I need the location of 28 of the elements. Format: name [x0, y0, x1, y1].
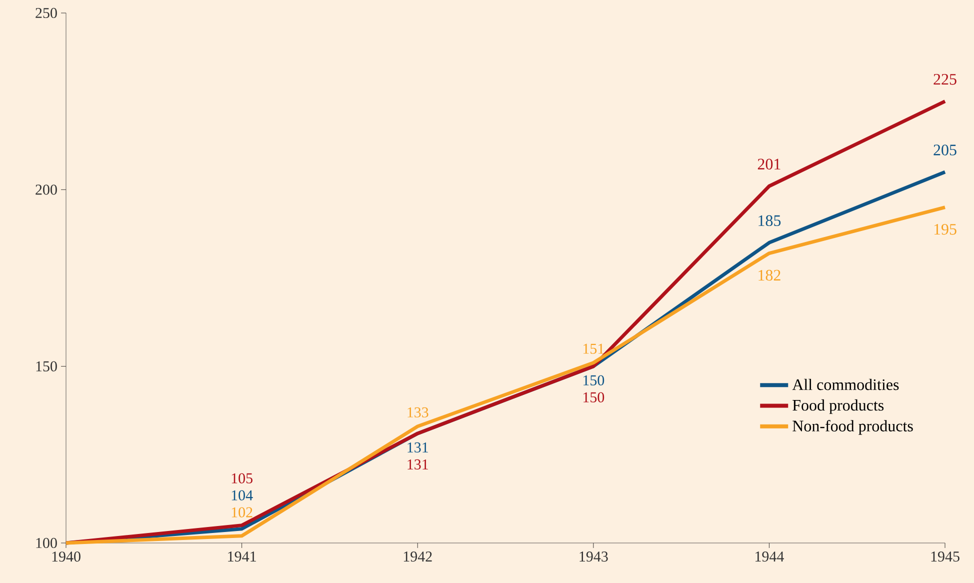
data-label: 205 — [934, 144, 956, 156]
data-label: 102 — [232, 507, 252, 518]
data-label: 131 — [408, 459, 428, 470]
data-label: 195 — [934, 224, 956, 235]
data-label: 182 — [758, 270, 780, 281]
data-label: 150 — [583, 392, 604, 402]
data-label: 201 — [758, 158, 780, 170]
data-label: 105 — [232, 473, 252, 484]
data-label: 133 — [408, 407, 428, 418]
x-tick-label: 1944 — [756, 552, 784, 562]
data-label: 151 — [583, 344, 604, 354]
legend-label: Food products — [792, 399, 884, 414]
x-tick-label: 1942 — [404, 552, 432, 562]
data-label: 150 — [583, 375, 604, 386]
y-tick-label: 100 — [36, 538, 57, 548]
data-label: 225 — [934, 74, 956, 85]
data-label: 104 — [232, 490, 253, 500]
x-tick-label: 1943 — [580, 552, 608, 562]
x-tick-label: 1941 — [228, 552, 256, 562]
legend-label: Non-food products — [792, 420, 913, 435]
x-tick-label: 1945 — [931, 552, 960, 562]
data-label: 185 — [758, 215, 781, 226]
y-tick-label: 150 — [36, 361, 57, 372]
legend-label: All commodities — [792, 378, 899, 390]
data-label: 131 — [408, 442, 428, 452]
y-tick-label: 250 — [36, 8, 57, 18]
y-tick-label: 200 — [36, 184, 57, 195]
x-tick-label: 1940 — [52, 552, 80, 562]
